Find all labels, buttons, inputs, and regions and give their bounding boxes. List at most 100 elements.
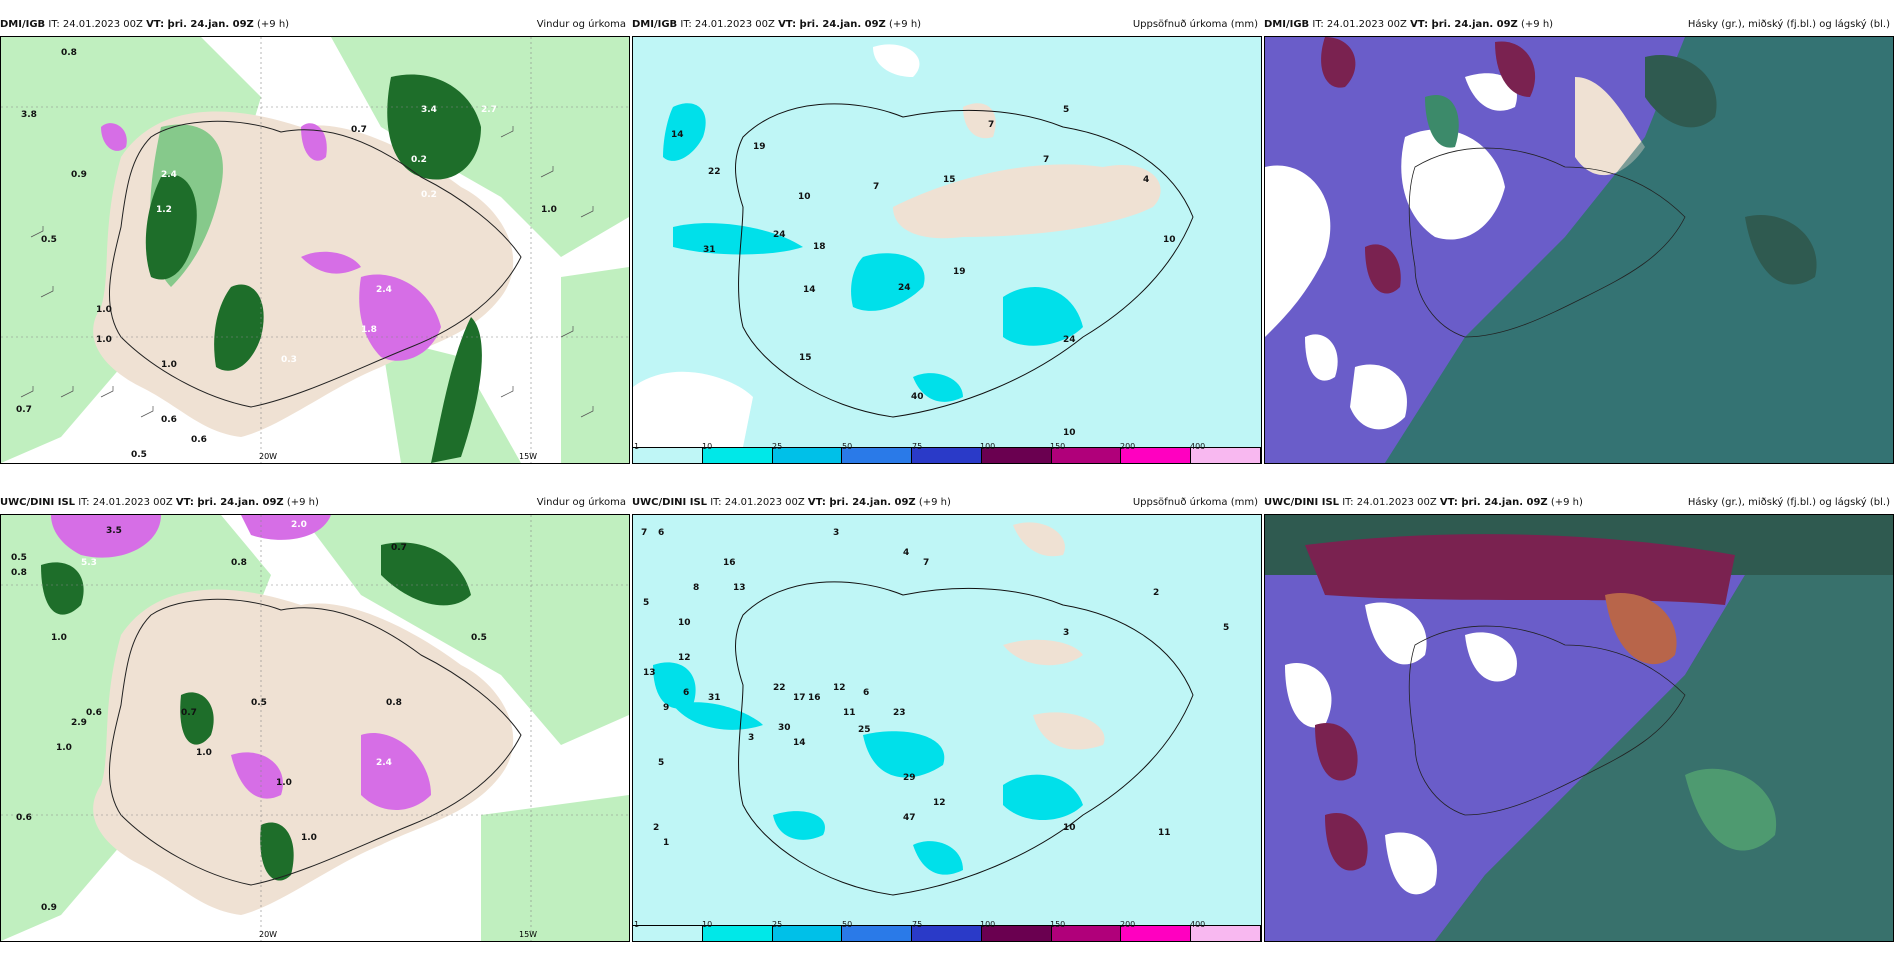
svg-text:0.7: 0.7 xyxy=(16,405,32,415)
svg-text:3.8: 3.8 xyxy=(21,110,37,120)
panel-header: DMI/IGB IT: 24.01.2023 00Z VT: þri. 24.j… xyxy=(0,14,630,36)
svg-text:3: 3 xyxy=(833,528,839,538)
map-frame: 20W 15W 3.5 5.3 2.0 0.5 0.8 0.8 0.7 1.0 … xyxy=(0,514,630,942)
svg-text:2: 2 xyxy=(1153,588,1159,598)
svg-text:13: 13 xyxy=(643,668,656,678)
wind-precip-map: 20W 15W 0.8 3.8 0.9 2.4 1.2 0.7 0.5 1.0 … xyxy=(1,37,629,463)
svg-text:16: 16 xyxy=(808,693,821,703)
colorbar-bin xyxy=(633,448,703,463)
svg-text:11: 11 xyxy=(1158,828,1171,838)
svg-text:5: 5 xyxy=(1223,623,1229,633)
svg-text:2.4: 2.4 xyxy=(376,285,392,295)
svg-text:20W: 20W xyxy=(259,452,277,461)
panel-uwc-wind-precip: UWC/DINI ISL IT: 24.01.2023 00Z VT: þri.… xyxy=(0,492,630,954)
svg-text:25: 25 xyxy=(858,725,871,735)
svg-text:2.4: 2.4 xyxy=(161,170,177,180)
svg-text:1.0: 1.0 xyxy=(301,833,317,843)
svg-text:20W: 20W xyxy=(259,930,277,939)
colorbar-tick: 150 xyxy=(1050,442,1066,451)
svg-text:0.5: 0.5 xyxy=(11,553,27,563)
svg-text:11: 11 xyxy=(843,708,856,718)
svg-text:10: 10 xyxy=(1063,823,1076,833)
svg-text:8: 8 xyxy=(693,583,699,593)
colorbar-tick: 50 xyxy=(842,442,853,451)
svg-text:1.0: 1.0 xyxy=(96,335,112,345)
svg-text:0.8: 0.8 xyxy=(61,48,77,58)
colorbar xyxy=(633,925,1261,941)
svg-text:4: 4 xyxy=(1143,175,1149,185)
svg-text:0.8: 0.8 xyxy=(231,558,247,568)
svg-text:14: 14 xyxy=(671,130,684,140)
svg-text:31: 31 xyxy=(703,245,716,255)
svg-text:1.0: 1.0 xyxy=(276,778,292,788)
colorbar-tick: 10 xyxy=(702,920,713,929)
colorbar-tick: 400 xyxy=(1190,442,1206,451)
svg-text:12: 12 xyxy=(933,798,946,808)
svg-text:22: 22 xyxy=(773,683,786,693)
accum-precip-map: 7 6 3 4 5 16 13 10 8 12 13 9 6 3 31 22 1… xyxy=(633,515,1261,925)
panel-title: Uppsöfnuð úrkoma (mm) xyxy=(1132,19,1258,30)
svg-text:1.0: 1.0 xyxy=(541,205,557,215)
svg-text:5: 5 xyxy=(658,758,664,768)
accum-precip-map: 14 19 22 10 7 24 18 31 14 24 15 19 15 5 … xyxy=(633,37,1261,447)
colorbar-tick: 10 xyxy=(702,442,713,451)
panel-title: Vindur og úrkoma xyxy=(536,19,626,30)
colorbar-bin xyxy=(1051,448,1122,463)
svg-text:0.9: 0.9 xyxy=(41,903,57,913)
svg-text:0.6: 0.6 xyxy=(191,435,207,445)
svg-text:4: 4 xyxy=(903,548,909,558)
svg-text:10: 10 xyxy=(1163,235,1176,245)
colorbar-bin xyxy=(772,448,843,463)
svg-text:12: 12 xyxy=(678,653,691,663)
svg-text:10: 10 xyxy=(678,618,691,628)
colorbar-bin xyxy=(981,448,1052,463)
map-frame: 20W 15W 0.8 3.8 0.9 2.4 1.2 0.7 0.5 1.0 … xyxy=(0,36,630,464)
svg-text:31: 31 xyxy=(708,693,721,703)
svg-text:1.0: 1.0 xyxy=(96,305,112,315)
svg-text:6: 6 xyxy=(683,688,689,698)
svg-text:14: 14 xyxy=(803,285,816,295)
panel-header: DMI/IGB IT: 24.01.2023 00Z VT: þri. 24.j… xyxy=(632,14,1262,36)
svg-text:0.7: 0.7 xyxy=(391,543,407,553)
colorbar-tick: 75 xyxy=(912,442,923,451)
svg-text:0.3: 0.3 xyxy=(281,355,297,365)
svg-text:5.3: 5.3 xyxy=(81,558,97,568)
cloud-cover-map xyxy=(1265,37,1893,463)
svg-text:3: 3 xyxy=(748,733,754,743)
svg-text:30: 30 xyxy=(778,723,791,733)
panel-uwc-cloud-cover: UWC/DINI ISL IT: 24.01.2023 00Z VT: þri.… xyxy=(1264,492,1894,954)
svg-text:6: 6 xyxy=(863,688,869,698)
colorbar xyxy=(633,447,1261,463)
svg-text:15W: 15W xyxy=(519,930,537,939)
svg-text:3: 3 xyxy=(1063,628,1069,638)
panel-header: UWC/DINI ISL IT: 24.01.2023 00Z VT: þri.… xyxy=(632,492,1262,514)
svg-text:0.6: 0.6 xyxy=(16,813,32,823)
colorbar-tick: 400 xyxy=(1190,920,1206,929)
panel-dmi-accum-precip: DMI/IGB IT: 24.01.2023 00Z VT: þri. 24.j… xyxy=(632,14,1262,476)
svg-text:0.7: 0.7 xyxy=(351,125,367,135)
colorbar-tick: 200 xyxy=(1120,920,1136,929)
cloud-cover-map xyxy=(1265,515,1893,941)
svg-text:1.0: 1.0 xyxy=(56,743,72,753)
panel-header: UWC/DINI ISL IT: 24.01.2023 00Z VT: þri.… xyxy=(1264,492,1894,514)
colorbar-tick: 150 xyxy=(1050,920,1066,929)
svg-text:0.2: 0.2 xyxy=(421,190,437,200)
wind-precip-map: 20W 15W 3.5 5.3 2.0 0.5 0.8 0.8 0.7 1.0 … xyxy=(1,515,629,941)
svg-text:2.4: 2.4 xyxy=(376,758,392,768)
colorbar-tick: 100 xyxy=(980,920,996,929)
colorbar-bin xyxy=(1191,448,1261,463)
svg-text:1.0: 1.0 xyxy=(161,360,177,370)
colorbar-bin xyxy=(842,926,913,941)
panel-title: Hásky (gr.), miðský (fj.bl.) og lágský (… xyxy=(1687,497,1890,508)
svg-text:1: 1 xyxy=(663,838,669,848)
panel-title: Uppsöfnuð úrkoma (mm) xyxy=(1132,497,1258,508)
svg-text:18: 18 xyxy=(813,242,826,252)
svg-text:2.0: 2.0 xyxy=(291,520,307,530)
panel-dmi-wind-precip: DMI/IGB IT: 24.01.2023 00Z VT: þri. 24.j… xyxy=(0,14,630,476)
svg-text:0.6: 0.6 xyxy=(161,415,177,425)
panel-header: DMI/IGB IT: 24.01.2023 00Z VT: þri. 24.j… xyxy=(1264,14,1894,36)
colorbar-tick: 100 xyxy=(980,442,996,451)
svg-text:2.9: 2.9 xyxy=(71,718,87,728)
svg-text:10: 10 xyxy=(798,192,811,202)
colorbar-bin xyxy=(702,448,773,463)
